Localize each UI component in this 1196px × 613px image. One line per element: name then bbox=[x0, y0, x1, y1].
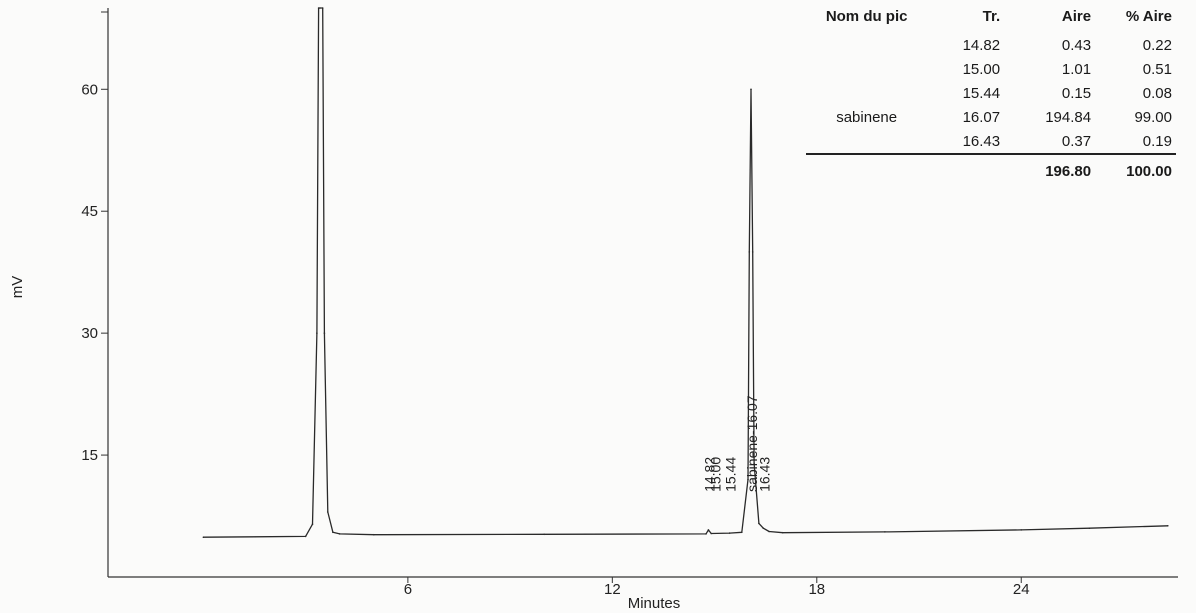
area-cell: 1.01 bbox=[1061, 60, 1092, 78]
x-tick-label: 24 bbox=[1013, 581, 1030, 598]
trace-point bbox=[750, 88, 752, 91]
trace-point bbox=[762, 527, 765, 529]
trace-point bbox=[373, 533, 375, 536]
area-cell: 0.43 bbox=[1061, 36, 1092, 54]
peak-label: 15.00 bbox=[708, 457, 724, 492]
peak-table: Nom du pic Tr. Aire % Aire 14.82 0.43 0.… bbox=[806, 6, 1176, 183]
peak-label: sabinene-16.07 bbox=[744, 395, 760, 492]
area-cell: 194.84 bbox=[1045, 108, 1092, 126]
trace-point bbox=[304, 535, 307, 538]
y-axis-title: mV bbox=[9, 276, 26, 299]
peak-label: 15.44 bbox=[723, 457, 739, 492]
trace-point bbox=[751, 251, 754, 253]
trace-point bbox=[323, 332, 326, 334]
peak-name-cell bbox=[806, 33, 927, 57]
trace-point bbox=[710, 532, 712, 535]
peak-label: 14.82 bbox=[701, 457, 717, 492]
peak-name-cell bbox=[806, 57, 927, 81]
retention-time-cell: 14.82 bbox=[962, 36, 1001, 54]
x-tick-label: 12 bbox=[604, 581, 621, 598]
trace-point bbox=[884, 531, 886, 533]
trace-point bbox=[543, 533, 545, 536]
retention-time-cell: 16.43 bbox=[962, 132, 1001, 150]
table-row: 15.44 0.15 0.08 bbox=[806, 81, 1176, 105]
trace-point bbox=[202, 536, 205, 538]
y-tick-label: 30 bbox=[81, 325, 98, 342]
trace-point bbox=[321, 7, 324, 9]
trace-point bbox=[748, 251, 751, 253]
header-retention-time: Tr. bbox=[982, 8, 1001, 25]
trace-point bbox=[705, 533, 707, 535]
y-tick-label: 45 bbox=[81, 203, 98, 220]
area-percent-cell: 0.08 bbox=[1142, 84, 1172, 102]
header-peak-name: Nom du pic bbox=[825, 8, 908, 25]
retention-time-cell: 16.07 bbox=[962, 108, 1001, 126]
area-percent-cell: 0.22 bbox=[1142, 36, 1172, 54]
trace-point bbox=[747, 478, 749, 481]
table-row: 16.43 0.37 0.19 bbox=[806, 129, 1176, 154]
trace-point bbox=[758, 522, 760, 525]
trace-point bbox=[319, 7, 321, 9]
trace-point bbox=[327, 511, 329, 513]
area-cell: 0.37 bbox=[1061, 132, 1092, 150]
total-name-cell bbox=[806, 153, 928, 183]
trace-point bbox=[1167, 525, 1169, 527]
trace-point bbox=[338, 533, 341, 535]
axes: 15 30 45 60 6 12 18 24 bbox=[81, 8, 1178, 598]
trace-point bbox=[741, 531, 743, 534]
area-percent-cell: 0.19 bbox=[1142, 132, 1172, 150]
peak-label: 16.43 bbox=[756, 457, 772, 492]
trace-point bbox=[781, 531, 784, 534]
total-retention-cell bbox=[927, 153, 1005, 183]
trace-point bbox=[311, 523, 314, 525]
x-axis-title: Minutes bbox=[628, 595, 681, 612]
trace-point bbox=[332, 531, 334, 534]
area-cell: 0.15 bbox=[1061, 84, 1092, 102]
retention-time-cell: 15.44 bbox=[962, 84, 1001, 102]
peak-table-header-row: Nom du pic Tr. Aire % Aire bbox=[806, 6, 1176, 33]
total-area-cell: 196.80 bbox=[1004, 153, 1096, 183]
trace-point bbox=[317, 7, 320, 9]
table-row: sabinene 16.07 194.84 99.00 bbox=[806, 105, 1176, 129]
trace-point bbox=[1020, 529, 1022, 531]
trace-point bbox=[707, 529, 710, 531]
y-tick-label: 60 bbox=[81, 81, 98, 98]
trace-point bbox=[753, 462, 755, 465]
trace-point bbox=[1088, 527, 1091, 529]
header-area: Aire bbox=[1061, 8, 1092, 25]
trace-point bbox=[728, 532, 731, 534]
trace-point bbox=[768, 530, 770, 533]
peak-table-totals-row: 196.80 100.00 bbox=[806, 153, 1176, 183]
retention-time-cell: 15.00 bbox=[962, 60, 1001, 78]
header-area-percent: % Aire bbox=[1125, 8, 1172, 25]
total-area-percent-cell: 100.00 bbox=[1095, 153, 1176, 183]
x-tick-label: 18 bbox=[808, 581, 825, 598]
trace-point bbox=[316, 332, 318, 334]
area-percent-cell: 0.51 bbox=[1142, 60, 1172, 78]
peak-name-cell: sabinene bbox=[836, 108, 898, 126]
area-percent-cell: 99.00 bbox=[1134, 108, 1172, 126]
table-row: 14.82 0.43 0.22 bbox=[806, 33, 1176, 57]
x-tick-label: 6 bbox=[404, 581, 412, 598]
peak-name-cell bbox=[806, 129, 927, 154]
y-tick-label: 15 bbox=[81, 447, 98, 464]
peak-name-cell bbox=[806, 81, 927, 105]
table-row: 15.00 1.01 0.51 bbox=[806, 57, 1176, 81]
